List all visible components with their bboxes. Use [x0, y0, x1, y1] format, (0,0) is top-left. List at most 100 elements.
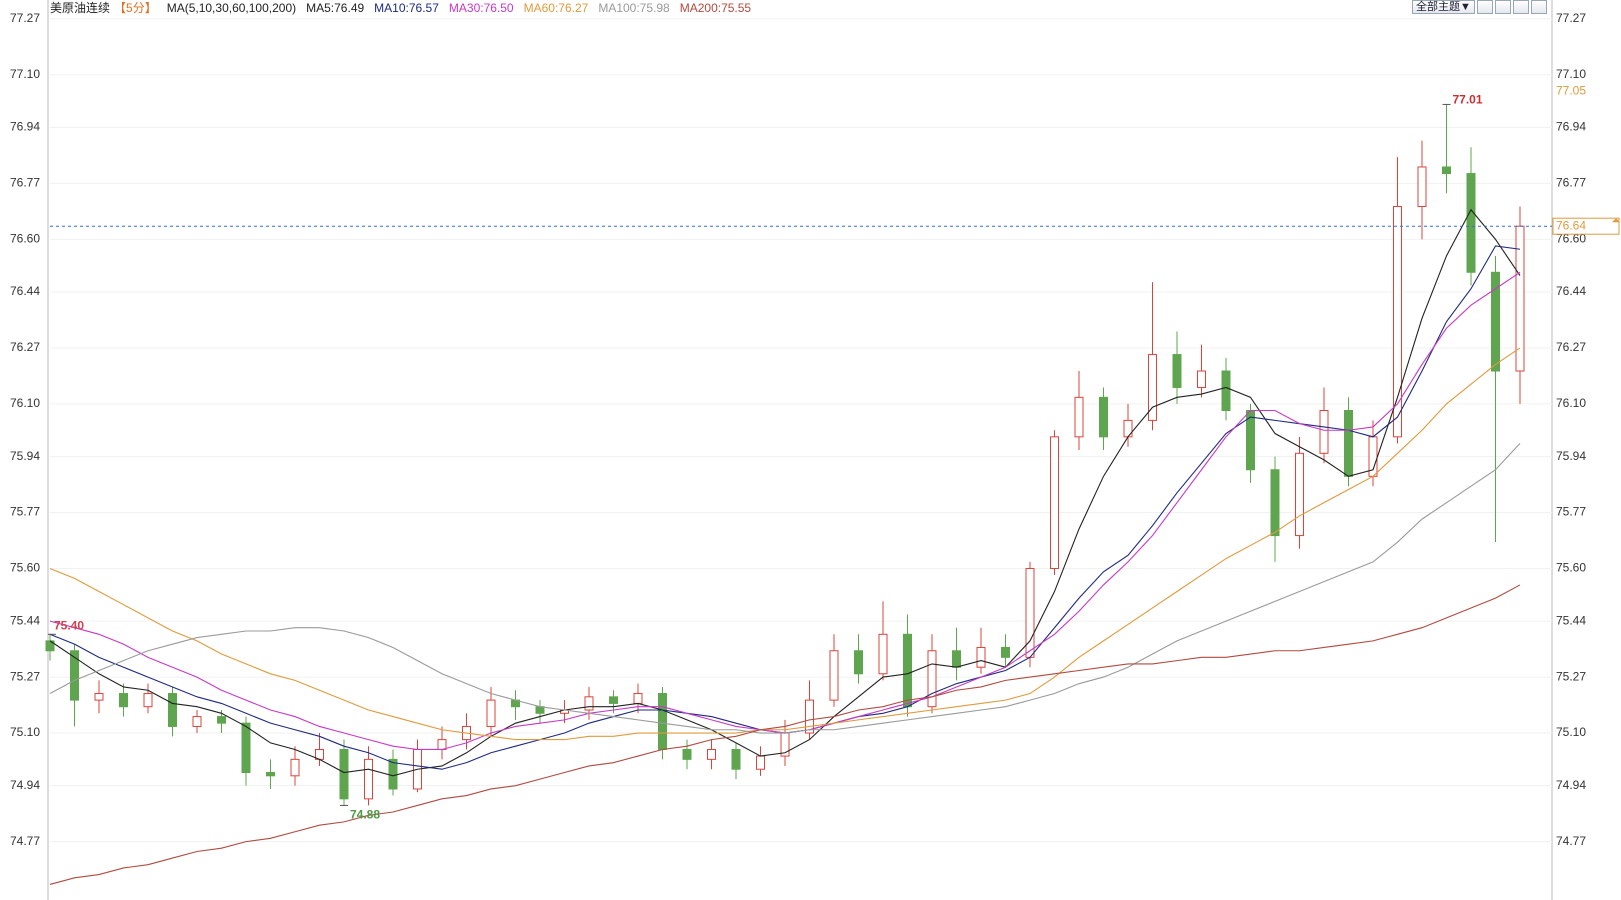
y2-tick-label: 76.10 — [1556, 396, 1586, 410]
y-tick-label: 74.94 — [10, 778, 40, 792]
candle-body — [976, 646, 986, 668]
candle-body — [119, 693, 128, 708]
candle-body — [1074, 396, 1084, 438]
candle-body — [1172, 354, 1182, 388]
candle-body — [1466, 173, 1476, 273]
y-tick-label: 76.60 — [10, 232, 40, 246]
candle-body — [217, 716, 226, 724]
y2-tick-label: 76.44 — [1556, 284, 1586, 298]
candle-body — [94, 693, 104, 701]
icon-button[interactable] — [1512, 0, 1529, 14]
y2-tick-label: 74.94 — [1556, 778, 1586, 792]
candle-body — [388, 758, 398, 790]
y-tick-label: 76.94 — [10, 120, 40, 134]
y-tick-label: 76.77 — [10, 176, 40, 190]
candle-body — [927, 650, 937, 708]
y-tick-label: 75.27 — [10, 669, 40, 683]
start-label: 75.40 — [54, 618, 84, 632]
legend-entry: MA5:76.49 — [306, 1, 365, 15]
candle-body — [241, 722, 251, 774]
right-marker-label: 77.05 — [1556, 83, 1586, 97]
low-label: 74.88 — [350, 808, 380, 822]
legend-entry: MA30:76.50 — [448, 1, 514, 15]
ma-line — [49, 584, 1521, 885]
header: 美原油连续 【5分】 MA(5,10,30,60,100,200) MA5:76… — [50, 0, 751, 16]
y-tick-label: 75.10 — [10, 725, 40, 739]
candle-body — [756, 755, 765, 770]
candle-body — [731, 748, 741, 770]
candle-body — [1491, 271, 1500, 372]
candle-body — [1123, 419, 1133, 438]
candle-body — [535, 706, 545, 714]
candle-body — [854, 650, 863, 675]
ma-line — [49, 208, 1521, 777]
candle-body — [829, 650, 839, 701]
toolbar: 全部主题▼ — [1412, 0, 1547, 14]
legend-entry: MA60:76.27 — [523, 1, 589, 15]
candle-body — [364, 758, 373, 800]
y2-tick-label: 74.77 — [1556, 834, 1586, 848]
y-tick-label: 75.44 — [10, 613, 40, 627]
candle-body — [1295, 452, 1304, 537]
candle-body — [192, 716, 202, 727]
candle-body — [1001, 646, 1010, 658]
candle-body — [143, 693, 153, 708]
candle-body — [437, 739, 447, 750]
candle-body — [1197, 370, 1206, 388]
candle-body — [290, 758, 300, 777]
y-tick-label: 77.10 — [10, 67, 40, 81]
candle-body — [805, 699, 814, 734]
candle-body — [1393, 205, 1402, 438]
candle-body — [903, 633, 912, 708]
y2-tick-label: 76.60 — [1556, 232, 1586, 246]
candle-body — [486, 699, 496, 727]
y2-tick-label: 75.94 — [1556, 449, 1586, 463]
icon-button[interactable] — [1476, 0, 1493, 14]
candle-body — [584, 696, 594, 711]
candle-body — [682, 748, 692, 760]
period: 【5分】 — [114, 1, 157, 15]
legend-entry: MA100:75.98 — [598, 1, 670, 15]
candle-body — [1270, 469, 1280, 537]
last-price-arrow — [1612, 218, 1620, 223]
high-label: 77.01 — [1453, 93, 1483, 107]
candle-body — [1148, 354, 1157, 421]
last-price-box — [1552, 217, 1620, 235]
candle-body — [168, 693, 177, 727]
y-tick-label: 75.94 — [10, 449, 40, 463]
y-tick-label: 76.44 — [10, 284, 40, 298]
candle-body — [658, 693, 667, 750]
candle-body — [266, 772, 275, 777]
chart-title: 美原油连续 — [50, 1, 111, 15]
y-tick-label: 75.60 — [10, 561, 40, 575]
y2-tick-label: 76.77 — [1556, 176, 1586, 190]
candle-body — [1417, 166, 1427, 207]
ma-line — [49, 443, 1521, 734]
candle-body — [952, 650, 961, 668]
y2-tick-label: 75.27 — [1556, 669, 1586, 683]
candle-body — [878, 633, 888, 675]
candle-body — [1319, 410, 1329, 454]
candle-body — [609, 696, 618, 704]
candle-body — [339, 748, 349, 800]
right-marker-box — [1553, 83, 1619, 100]
candle-body — [1050, 436, 1059, 569]
y2-tick-label: 76.27 — [1556, 340, 1586, 354]
candle-body — [1442, 166, 1451, 175]
y-tick-label: 76.10 — [10, 396, 40, 410]
y-tick-label: 77.27 — [10, 11, 40, 25]
candle-body — [1221, 370, 1231, 412]
y2-tick-label: 77.27 — [1556, 11, 1586, 25]
y2-tick-label: 75.44 — [1556, 613, 1586, 627]
last-price-label: 76.64 — [1556, 218, 1586, 232]
icon-button[interactable] — [1530, 0, 1547, 14]
legend-entry: MA10:76.57 — [374, 1, 439, 15]
y2-tick-label: 77.10 — [1556, 67, 1586, 81]
ma-spec: MA(5,10,30,60,100,200) — [166, 1, 297, 15]
candle-body — [1099, 396, 1108, 438]
icon-button[interactable] — [1494, 0, 1511, 14]
theme-button[interactable]: 全部主题▼ — [1412, 0, 1475, 14]
candle-body — [1344, 410, 1353, 477]
